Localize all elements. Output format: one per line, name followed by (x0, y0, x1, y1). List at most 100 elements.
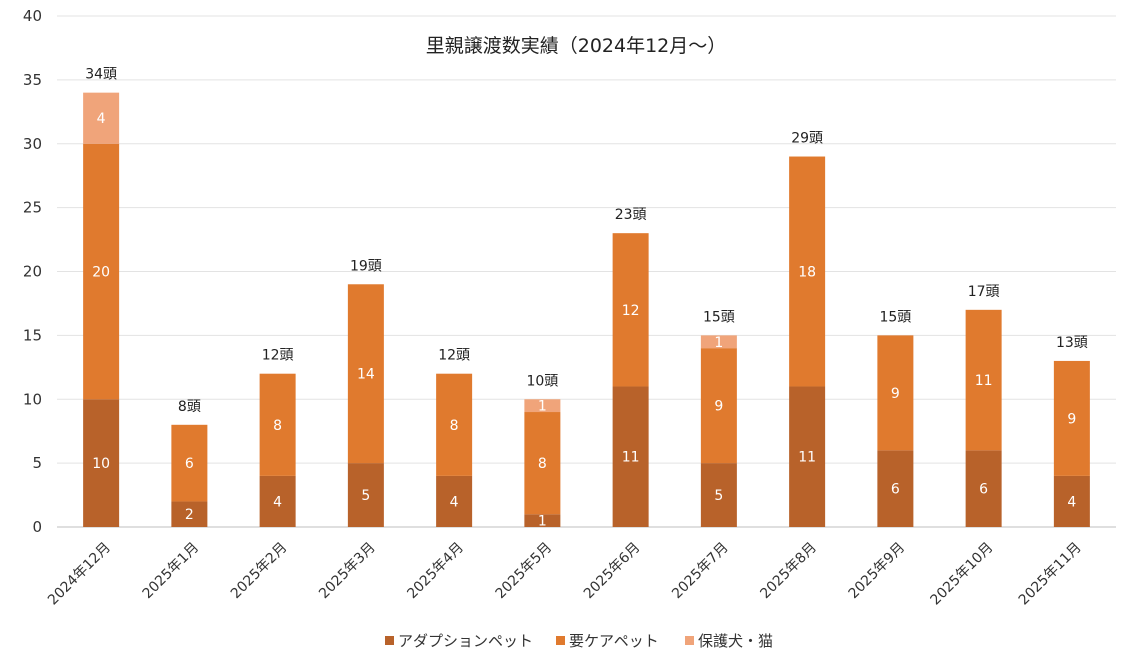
bar-segment (700, 335, 737, 349)
data-label: 1 (538, 399, 547, 415)
data-label: 11 (975, 373, 993, 389)
y-tick-label: 10 (23, 390, 42, 408)
y-tick-label: 40 (23, 7, 42, 25)
bar-segment (259, 475, 296, 527)
bar-segment (171, 501, 208, 527)
bar-segment (436, 475, 473, 527)
chart-title: 里親譲渡数実績（2024年12月～） (426, 35, 727, 57)
data-label: 8 (450, 418, 459, 434)
total-label: 15頭 (703, 309, 735, 325)
data-label: 12 (622, 303, 640, 319)
bar-segment (789, 386, 826, 527)
bar-segment (524, 514, 561, 527)
legend-swatch (385, 636, 394, 645)
y-tick-label: 30 (23, 135, 42, 153)
bar-segment (877, 335, 914, 451)
data-label: 4 (1067, 494, 1076, 510)
y-tick-label: 0 (32, 518, 42, 536)
grid-lines (57, 15, 1116, 528)
bar-segment (877, 450, 914, 527)
bar-segment (347, 284, 384, 464)
data-label: 8 (538, 456, 547, 472)
bar-segment (612, 386, 649, 527)
bar-segment (524, 399, 561, 413)
data-label: 2 (185, 507, 194, 523)
bar-segment (965, 309, 1002, 451)
y-tick-label: 25 (23, 199, 42, 217)
x-tick-label: 2025年9月 (846, 540, 909, 603)
bar-segment (436, 373, 473, 476)
total-label: 29頭 (791, 131, 823, 147)
y-tick-label: 35 (23, 71, 42, 89)
bar-segment (83, 399, 120, 527)
y-tick-label: 20 (23, 263, 42, 281)
x-tick-label: 2025年10月 (928, 540, 997, 609)
x-tick-label: 2024年12月 (45, 540, 114, 609)
x-tick-label: 2025年1月 (140, 540, 203, 603)
bar-segment (171, 424, 208, 502)
bar-segment (612, 233, 649, 387)
data-label: 1 (538, 514, 547, 530)
data-label: 8 (273, 418, 282, 434)
bars: 1020434頭268頭4812頭51419頭4812頭18110頭111223… (83, 67, 1090, 530)
total-label: 17頭 (968, 284, 1000, 300)
data-label: 18 (798, 265, 816, 281)
bar-segment (789, 156, 826, 387)
data-label: 11 (622, 450, 640, 466)
data-label: 6 (185, 456, 194, 472)
bar-segment (700, 463, 737, 527)
total-label: 12頭 (438, 348, 470, 364)
x-axis-ticks: 2024年12月 2025年1月 2025年2月 2025年3月 2025年4月 2025… (45, 540, 1085, 609)
data-label: 9 (714, 399, 723, 415)
data-label: 14 (357, 367, 375, 383)
x-tick-label: 2025年5月 (493, 540, 556, 603)
data-label: 10 (92, 456, 110, 472)
data-label: 6 (979, 482, 988, 498)
bar-segment (1053, 360, 1090, 476)
x-tick-label: 2025年8月 (757, 540, 820, 603)
legend-swatch (556, 636, 565, 645)
y-tick-label: 15 (23, 326, 42, 344)
total-label: 13頭 (1056, 335, 1088, 351)
bar-segment (965, 450, 1002, 527)
y-tick-label: 5 (32, 454, 42, 472)
x-tick-label: 2025年7月 (669, 540, 732, 603)
data-label: 6 (891, 482, 900, 498)
x-tick-label: 2025年4月 (404, 540, 467, 603)
legend-label: 要ケアペット (569, 632, 659, 650)
bar-segment (700, 348, 737, 464)
data-label: 5 (714, 488, 723, 504)
data-label: 9 (891, 386, 900, 402)
legend: アダプションペット 要ケアペット 保護犬・猫 (385, 632, 773, 650)
total-label: 15頭 (879, 309, 911, 325)
x-tick-label: 2025年6月 (581, 540, 644, 603)
data-label: 11 (798, 450, 816, 466)
bar-segment (83, 92, 120, 144)
data-label: 5 (361, 488, 370, 504)
x-tick-label: 2025年11月 (1016, 540, 1085, 609)
data-label: 4 (273, 494, 282, 510)
y-axis-ticks: 0 5 10 15 20 25 30 35 40 (23, 7, 42, 536)
legend-label: 保護犬・猫 (698, 632, 773, 650)
data-label: 4 (450, 494, 459, 510)
total-label: 19頭 (350, 258, 382, 274)
data-label: 20 (92, 265, 110, 281)
data-label: 9 (1067, 411, 1076, 427)
legend-swatch (685, 636, 694, 645)
bar-segment (259, 373, 296, 476)
total-label: 10頭 (526, 373, 558, 389)
total-label: 12頭 (262, 348, 294, 364)
total-label: 23頭 (615, 207, 647, 223)
x-tick-label: 2025年3月 (316, 540, 379, 603)
total-label: 8頭 (178, 399, 201, 415)
data-label: 1 (714, 335, 723, 351)
bar-segment (524, 412, 561, 515)
data-label: 4 (97, 111, 106, 127)
x-tick-label: 2025年2月 (228, 540, 291, 603)
bar-segment (347, 463, 384, 527)
legend-label: アダプションペット (398, 632, 533, 650)
bar-segment (1053, 475, 1090, 527)
bar-segment (83, 143, 120, 400)
total-label: 34頭 (85, 67, 117, 83)
